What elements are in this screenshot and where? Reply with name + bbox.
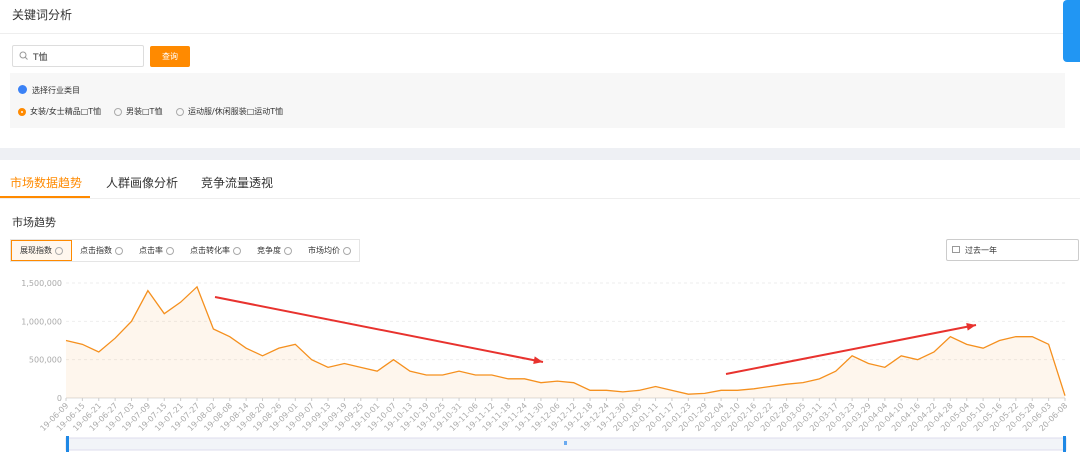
- chart: 0500,0001,000,0001,500,00019-06-0919-06-…: [21, 279, 1069, 452]
- metric-switch: 展现指数 点击指数 点击率 点击转化率 竞争度 市场均价: [10, 239, 360, 262]
- help-icon: [284, 246, 292, 255]
- search-input[interactable]: T恤: [12, 45, 144, 67]
- tab[interactable]: 人群画像分析: [106, 176, 179, 190]
- search-icon: [19, 51, 28, 60]
- info-icon: [18, 85, 27, 94]
- metric-button[interactable]: 竞争度: [249, 240, 300, 261]
- metric-button[interactable]: 点击率: [131, 240, 182, 261]
- radio-circle: [176, 107, 184, 116]
- calendar-icon: [952, 246, 960, 253]
- separator-band: [0, 148, 1080, 160]
- metric-button[interactable]: 展现指数: [11, 240, 72, 261]
- slider-grip: [564, 441, 567, 445]
- metric-label: 竞争度: [257, 246, 281, 255]
- page-title: 关键词分析: [12, 8, 73, 22]
- help-icon: [115, 246, 123, 255]
- side-toolbar[interactable]: [1063, 0, 1080, 62]
- tab-indicator: [0, 196, 90, 198]
- divider: [0, 33, 1080, 34]
- metric-label: 市场均价: [308, 246, 340, 255]
- section-title: 市场趋势: [12, 216, 56, 229]
- arrow-head: [966, 322, 976, 331]
- radio-label: 运动服/休闲服装□运动T恤: [188, 107, 284, 116]
- slider-handle[interactable]: [66, 436, 69, 452]
- metric-label: 点击率: [139, 246, 163, 255]
- tab[interactable]: 市场数据趋势: [10, 176, 83, 190]
- divider: [0, 198, 1080, 199]
- line: [65, 285, 1066, 396]
- y-tick-label: 500,000: [29, 356, 62, 365]
- metric-label: 展现指数: [20, 246, 52, 255]
- slider-handle[interactable]: [1063, 436, 1066, 452]
- y-tick-label: 1,000,000: [21, 317, 62, 326]
- help-icon: [55, 246, 63, 255]
- arrow-head: [533, 356, 543, 365]
- metric-button[interactable]: 点击转化率: [182, 240, 249, 261]
- metric-label: 点击转化率: [190, 246, 230, 255]
- radio-option[interactable]: 运动服/休闲服装□运动T恤: [176, 106, 283, 117]
- date-range: 过去一年: [965, 246, 997, 255]
- metric-button[interactable]: 市场均价: [300, 240, 359, 261]
- radio-label: 男装□T恤: [126, 107, 163, 116]
- search-query: T恤: [33, 53, 48, 63]
- filter-panel: 选择行业类目 女装/女士精品□T恤 男装□T恤 运动服/休闲服装□运动T恤: [10, 73, 1065, 128]
- radio-circle: [18, 107, 26, 116]
- help-icon: [233, 246, 241, 255]
- radio-circle: [114, 107, 122, 116]
- y-tick-label: 0: [57, 394, 62, 403]
- y-tick-label: 1,500,000: [21, 279, 62, 288]
- trend-arrow: [214, 296, 544, 363]
- radio-option[interactable]: 女装/女士精品□T恤: [18, 106, 101, 117]
- radio-label: 女装/女士精品□T恤: [30, 107, 102, 116]
- help-icon: [343, 246, 351, 255]
- date-select[interactable]: 过去一年: [946, 239, 1079, 261]
- radio-option[interactable]: 男装□T恤: [114, 106, 162, 117]
- filter-label: 选择行业类目: [32, 86, 80, 95]
- area: [66, 286, 1065, 398]
- help-icon: [166, 246, 174, 255]
- metric-label: 点击指数: [80, 246, 112, 255]
- trend-arrow: [725, 324, 977, 375]
- tab[interactable]: 竞争流量透视: [201, 176, 274, 190]
- metric-button[interactable]: 点击指数: [72, 240, 131, 261]
- search-button[interactable]: 查询: [150, 46, 190, 67]
